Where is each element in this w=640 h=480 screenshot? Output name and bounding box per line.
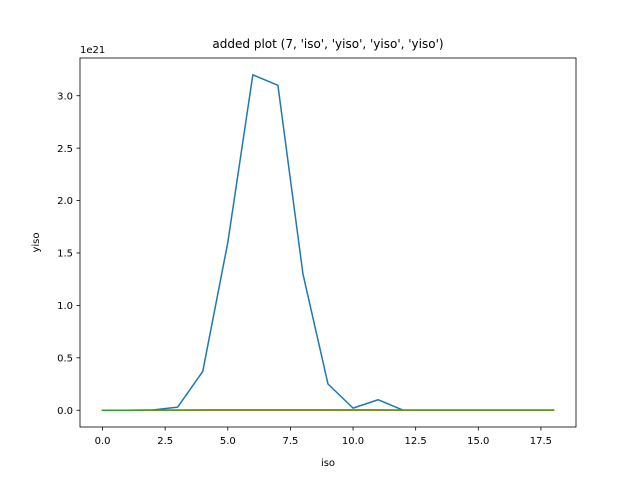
x-axis-ticks: 0.0 2.5 5.0 7.5 10.0 12.5 15.0 17.5: [95, 427, 552, 447]
y-offset-text: 1e21: [80, 45, 105, 56]
x-tick-label: 12.5: [405, 436, 427, 447]
plot-area: [101, 74, 555, 411]
y-tick-label: 2.0: [57, 196, 73, 207]
y-axis-ticks: 0.0 0.5 1.0 1.5 2.0 2.5 3.0: [57, 91, 80, 417]
x-axis-label: iso: [321, 458, 335, 469]
x-tick-label: 2.5: [157, 436, 173, 447]
y-tick-label: 0.5: [57, 353, 73, 364]
x-tick-label: 10.0: [342, 436, 364, 447]
x-tick-label: 0.0: [95, 436, 111, 447]
chart-title: added plot (7, 'iso', 'yiso', 'yiso', 'y…: [212, 37, 443, 51]
y-axis-label: yiso: [31, 232, 42, 252]
y-tick-label: 1.0: [57, 301, 73, 312]
x-tick-label: 15.0: [467, 436, 489, 447]
y-tick-label: 1.5: [57, 249, 73, 260]
y-tick-label: 0.0: [57, 406, 73, 417]
y-tick-label: 2.5: [57, 144, 73, 155]
x-tick-label: 5.0: [220, 436, 236, 447]
x-tick-label: 7.5: [282, 436, 298, 447]
x-tick-label: 17.5: [530, 436, 552, 447]
y-tick-label: 3.0: [57, 91, 73, 102]
axes-frame: [79, 57, 577, 428]
